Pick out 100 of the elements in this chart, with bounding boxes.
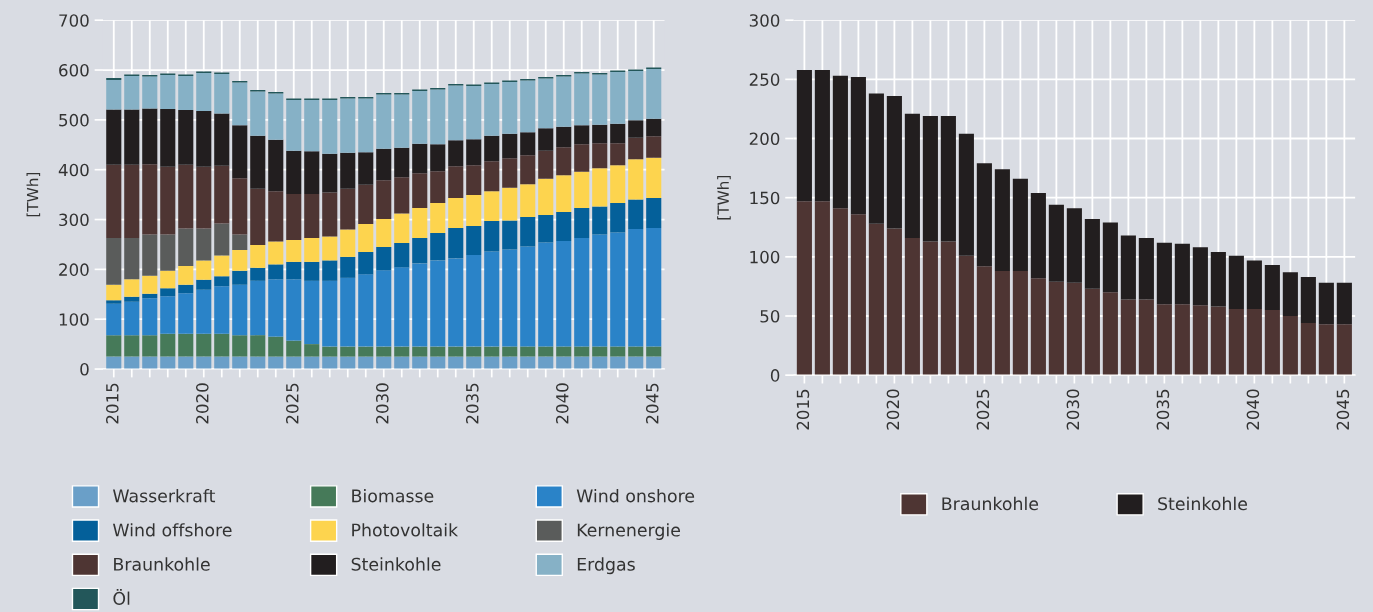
- bar: [124, 279, 140, 297]
- bar: [1300, 276, 1316, 324]
- bar: [430, 144, 446, 172]
- bar: [1300, 323, 1316, 376]
- bar: [196, 110, 212, 167]
- bar: [520, 346, 536, 357]
- bar: [232, 335, 248, 357]
- bar: [412, 90, 428, 144]
- bar: [430, 346, 446, 357]
- bar: [448, 228, 464, 259]
- bar: [178, 284, 194, 294]
- bar: [814, 201, 830, 376]
- bar: [520, 246, 536, 347]
- bar: [1030, 192, 1046, 279]
- bar: [502, 81, 518, 134]
- y-tick-label: 0: [80, 363, 89, 376]
- bar: [886, 228, 902, 376]
- bar: [904, 113, 920, 238]
- bar: [448, 346, 464, 357]
- bar: [376, 180, 392, 220]
- bar: [556, 240, 572, 347]
- bar: [214, 223, 230, 256]
- bar: [178, 265, 194, 285]
- bar: [268, 336, 284, 357]
- bar: [466, 195, 482, 227]
- legend-label: Öl: [113, 588, 130, 605]
- bar: [412, 208, 428, 238]
- bar: [1210, 252, 1226, 307]
- legend-label: Braunkohle: [114, 557, 210, 571]
- x-tick-label: 2035: [465, 383, 479, 424]
- bar: [994, 169, 1010, 272]
- bar: [484, 346, 500, 357]
- bar: [394, 346, 410, 357]
- y-tick-label: 0: [770, 369, 780, 382]
- bar: [1192, 247, 1208, 306]
- x-tick-label: 2035: [1156, 389, 1170, 430]
- bar: [1138, 237, 1154, 300]
- bar: [520, 184, 536, 218]
- bar: [832, 208, 848, 376]
- y-tick-label: 250: [749, 73, 780, 86]
- bar: [106, 109, 122, 165]
- bar: [178, 228, 194, 266]
- bar: [268, 279, 284, 337]
- bar: [1318, 282, 1334, 325]
- bar: [250, 280, 266, 336]
- bar: [1264, 310, 1280, 376]
- bar: [484, 221, 500, 252]
- bar: [268, 191, 284, 242]
- bar: [142, 164, 158, 235]
- bar: [520, 80, 536, 133]
- y-tick-label: 200: [749, 132, 780, 146]
- bar: [124, 164, 140, 238]
- bar: [412, 173, 428, 209]
- y-tick-label: 700: [59, 14, 89, 27]
- x-tick-label: 2045: [645, 383, 659, 424]
- x-tick-label: 2015: [796, 389, 810, 430]
- bar: [574, 171, 590, 209]
- bar: [502, 158, 518, 188]
- bar: [268, 93, 284, 140]
- bar: [556, 147, 572, 176]
- y-tick-label: 400: [58, 163, 89, 177]
- bar: [232, 82, 248, 126]
- y-tick-label: 100: [750, 250, 780, 264]
- bar: [628, 199, 644, 229]
- bar: [628, 137, 644, 160]
- legend-label: Wind onshore: [576, 488, 695, 503]
- bar: [628, 229, 644, 347]
- bar: [466, 165, 482, 196]
- bar: [322, 280, 338, 347]
- bar: [322, 153, 338, 193]
- bar: [430, 260, 446, 347]
- y-tick-label: 500: [59, 113, 89, 127]
- bar: [376, 148, 392, 181]
- y-tick-label: 50: [760, 309, 780, 323]
- bar: [178, 76, 194, 110]
- y-axis-title: [TWh]: [717, 175, 731, 220]
- bar: [304, 261, 320, 281]
- bar: [304, 344, 320, 357]
- bar: [484, 83, 500, 136]
- bar: [394, 177, 410, 214]
- bar: [556, 212, 572, 241]
- bar: [250, 267, 266, 281]
- bar: [358, 184, 374, 225]
- bar: [358, 251, 374, 275]
- bar: [106, 164, 122, 238]
- bar: [466, 139, 482, 166]
- bar: [250, 188, 266, 245]
- bar: [376, 219, 392, 247]
- bar: [286, 194, 302, 240]
- legend-label: Steinkohle: [351, 557, 441, 571]
- bar: [286, 150, 302, 195]
- bar: [142, 335, 158, 357]
- bar: [1120, 235, 1136, 300]
- bar: [196, 228, 212, 261]
- bar: [448, 85, 464, 141]
- bar: [304, 194, 320, 238]
- bar: [502, 346, 518, 357]
- legend-label: Braunkohle: [942, 496, 1039, 511]
- bar: [940, 241, 956, 376]
- bar: [142, 234, 158, 276]
